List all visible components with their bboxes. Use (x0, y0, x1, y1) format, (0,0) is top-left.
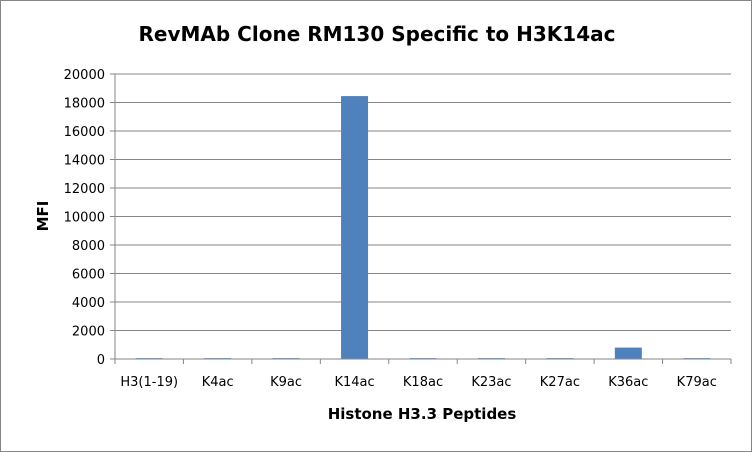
x-tick-label: K23ac (471, 375, 511, 390)
y-tick-label: 6000 (72, 268, 105, 283)
y-tick-labels: 0 2000 4000 6000 8000 10000 12000 14000 16000 180… (64, 68, 105, 368)
x-tick-labels: H3(1-19) K4ac K9ac K14ac K18ac K23ac K27ac K36a… (120, 375, 717, 390)
bar-k36ac (614, 347, 642, 359)
y-tick-label: 18000 (64, 97, 105, 112)
x-tick-label: K79ac (677, 375, 717, 390)
y-tick-label: 16000 (64, 125, 105, 140)
x-tick-label: K36ac (608, 375, 648, 390)
y-tick-label: 14000 (64, 154, 105, 169)
y-tick-label: 8000 (72, 239, 105, 254)
y-axis-label: MFI (34, 201, 52, 232)
y-tick-label: 0 (97, 353, 105, 368)
y-tick-label: 10000 (64, 211, 105, 226)
y-tick-label: 4000 (72, 296, 105, 311)
chart-title: RevMAb Clone RM130 Specific to H3K14ac (139, 22, 616, 46)
x-tick-label: K4ac (202, 375, 234, 390)
gridlines (115, 73, 731, 331)
bar-k14ac (341, 96, 369, 360)
axes (110, 73, 732, 364)
x-axis-label: Histone H3.3 Peptides (328, 405, 517, 423)
x-tick-label: K27ac (540, 375, 580, 390)
y-tick-label: 20000 (64, 68, 105, 83)
y-tick-label: 12000 (64, 182, 105, 197)
x-tick-label: K14ac (334, 375, 374, 390)
x-tick-label: H3(1-19) (120, 375, 178, 390)
x-tick-label: K9ac (270, 375, 302, 390)
x-tick-label: K18ac (403, 375, 443, 390)
bars (135, 96, 711, 360)
y-tick-label: 2000 (72, 325, 105, 340)
